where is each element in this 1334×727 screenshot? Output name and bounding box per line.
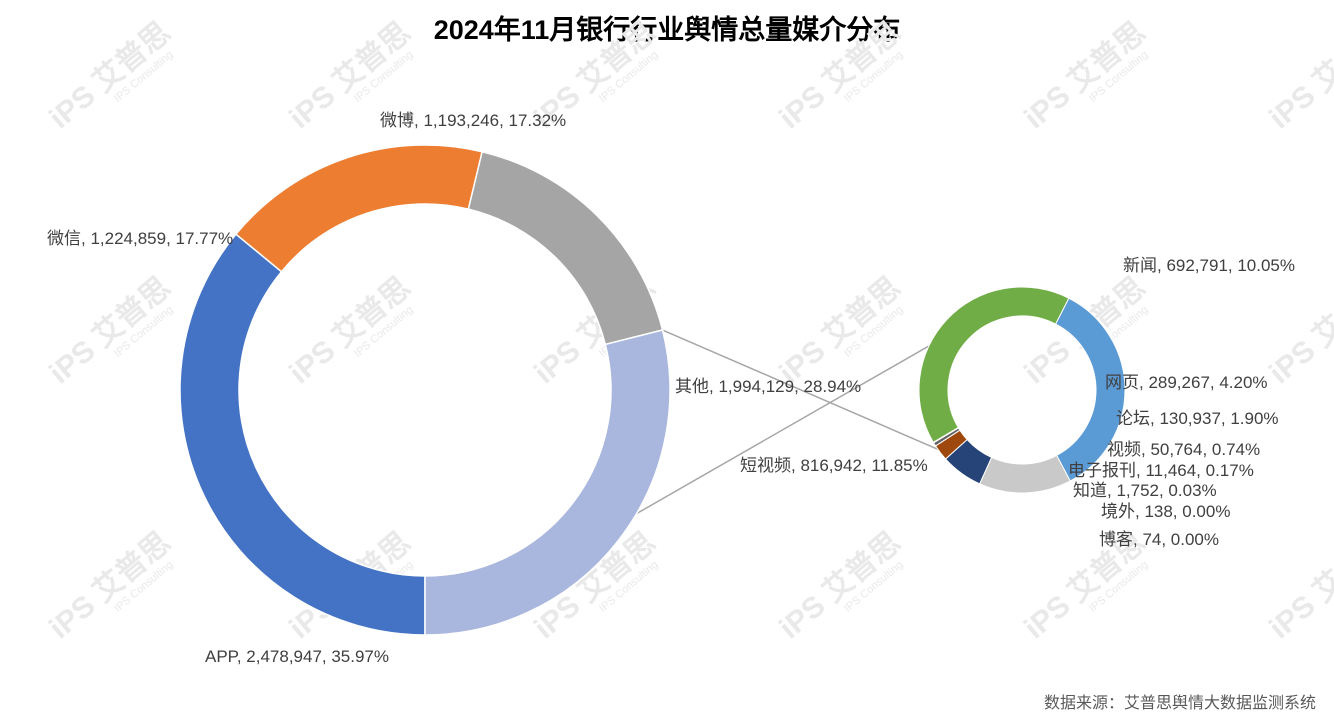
watermark-logo: iPS 艾普思 [773,15,907,135]
slice-e5beaee58d9a [467,150,664,346]
data-labels: APP, 2,478,947, 35.97% 微信, 1,224,859, 17.… [47,111,1295,666]
watermark-logo: iPS 艾普思 [1263,525,1334,645]
slice-app [179,233,426,636]
label-e696b0e997bb: 新闻, 692,791, 10.05% [1123,256,1295,275]
watermark-logo: iPS 艾普思 [1018,15,1152,135]
main-donut [179,144,671,636]
label-app: APP, 2,478,947, 35.97% [205,647,389,666]
watermark-logo: iPS 艾普思 [1263,15,1334,135]
watermark-logo: iPS 艾普思 [773,525,907,645]
watermark-logo: iPS 艾普思 [43,15,177,135]
label-e5beaee58d9a: 微博, 1,193,246, 17.32% [380,111,566,130]
source-note: 数据来源：艾普思舆情大数据监测系统 [1043,695,1316,712]
slice-e79fade8a786e9a291 [918,286,1070,443]
watermark-logo: iPS 艾普思 [43,525,177,645]
label-e5beaee4bfa1: 微信, 1,224,859, 17.77% [47,229,233,248]
label-e5a283e5a496: 境外, 138, 0.00% [1101,502,1230,521]
label-e79fa5e98193: 知道, 1,752, 0.03% [1073,481,1217,500]
watermark-logo: iPS 艾普思 [43,270,177,390]
slice-e585b6e4bb96 [424,329,671,636]
secondary-donut [918,286,1126,494]
watermark-logo: iPS 艾普思 [1263,270,1334,390]
watermark-logo: iPS 艾普思 [283,270,417,390]
label-e794b5e5ad90e68aa5e5888a: 电子报刊, 11,464, 0.17% [1068,461,1254,480]
label-e58d9ae5aea2: 博客, 74, 0.00% [1099,530,1219,549]
label-e7bd91e9a1b5: 网页, 289,267, 4.20% [1105,373,1268,392]
slice-e5beaee4bfa1 [234,144,484,273]
label-e79fade8a786e9a291: 短视频, 816,942, 11.85% [740,456,928,475]
label-e8a786e9a291: 视频, 50,764, 0.74% [1107,440,1260,459]
watermark-logo: iPS 艾普思 [773,270,907,390]
label-e8aebae59d9b: 论坛, 130,937, 1.90% [1116,409,1279,428]
chart-title: 2024年11月银行行业舆情总量媒介分布 [433,15,901,45]
label-e585b6e4bb96: 其他, 1,994,129, 28.94% [675,377,861,396]
slice-e7bd91e9a1b5 [978,454,1071,494]
